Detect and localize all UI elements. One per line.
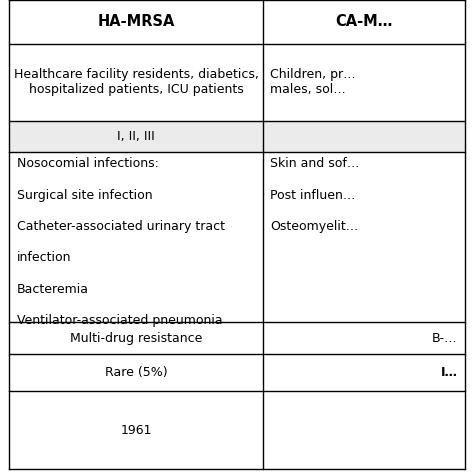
- Text: Children, pr…
males, sol…: Children, pr… males, sol…: [270, 68, 356, 96]
- Text: 1961: 1961: [120, 424, 152, 437]
- Text: Bacteremia: Bacteremia: [17, 283, 89, 295]
- Text: Nosocomial infections:: Nosocomial infections:: [17, 157, 158, 170]
- Text: Surgical site infection: Surgical site infection: [17, 189, 152, 201]
- Text: HA-MRSA: HA-MRSA: [98, 14, 175, 29]
- Text: Healthcare facility residents, diabetics,
hospitalized patients, ICU patients: Healthcare facility residents, diabetics…: [14, 68, 259, 96]
- Text: Rare (5%): Rare (5%): [105, 366, 168, 379]
- Text: infection: infection: [17, 251, 71, 264]
- Bar: [9, 121, 465, 152]
- Text: Catheter-associated urinary tract: Catheter-associated urinary tract: [17, 220, 225, 233]
- Text: Skin and sof…: Skin and sof…: [270, 157, 360, 170]
- Text: Osteomyelit…: Osteomyelit…: [270, 220, 358, 233]
- Text: I, II, III: I, II, III: [118, 130, 155, 143]
- Text: Post influen…: Post influen…: [270, 189, 356, 201]
- Text: Ventilator-associated pneumonia: Ventilator-associated pneumonia: [17, 314, 222, 327]
- Text: B-…: B-…: [432, 332, 457, 345]
- Text: CA-M…: CA-M…: [335, 14, 392, 29]
- Text: Multi-drug resistance: Multi-drug resistance: [70, 332, 202, 345]
- Text: I…: I…: [440, 366, 457, 379]
